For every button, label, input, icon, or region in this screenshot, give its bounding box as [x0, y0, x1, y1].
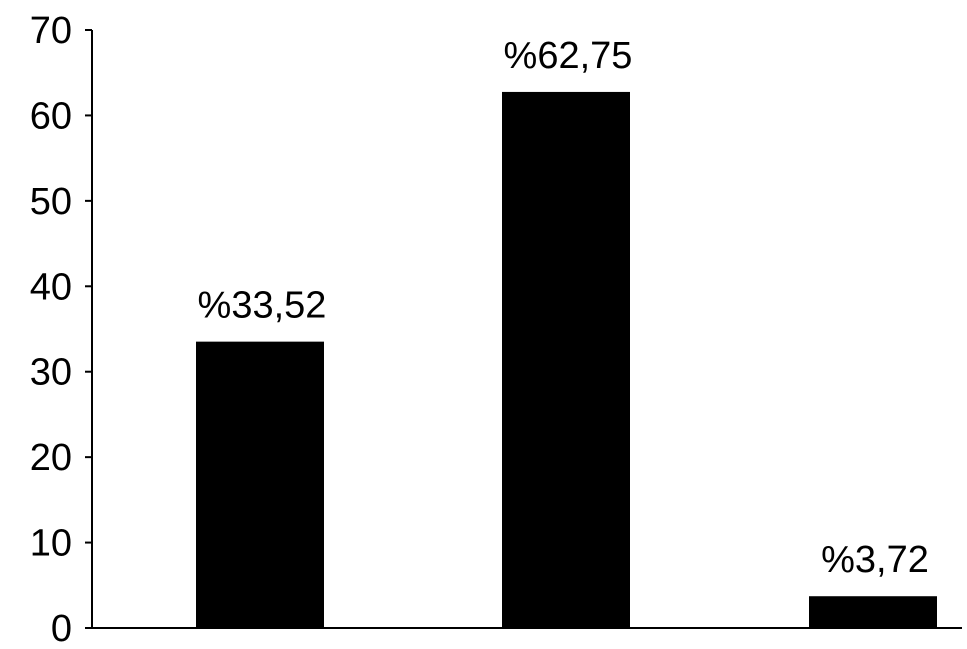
y-tick-label: 30 [30, 352, 72, 394]
y-tick-label: 60 [30, 95, 72, 137]
y-tick-label: 40 [30, 266, 72, 308]
y-axis-ticks: 0 10 20 30 40 50 60 70 [30, 10, 92, 649]
bar [196, 341, 324, 628]
y-tick-label: 50 [30, 181, 72, 223]
y-tick-label: 10 [30, 523, 72, 565]
bar-data-label: %33,52 [198, 285, 327, 327]
bar-data-label: %3,72 [821, 539, 929, 581]
bar [809, 596, 937, 628]
bar [502, 91, 630, 628]
bar-series [196, 91, 937, 628]
bar-data-label: %62,75 [504, 35, 633, 77]
y-tick-label: 0 [51, 608, 72, 649]
y-tick-label: 70 [30, 10, 72, 52]
y-tick-label: 20 [30, 437, 72, 479]
data-labels: %33,52 %62,75 %3,72 [198, 35, 929, 581]
